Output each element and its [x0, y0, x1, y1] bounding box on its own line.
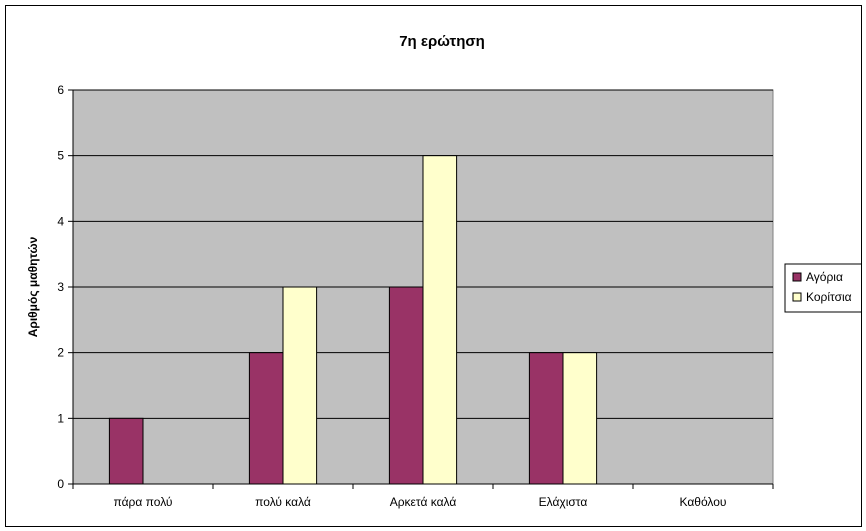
- x-tick-label: πάρα πολύ: [114, 495, 173, 509]
- bar-series2: [422, 155, 458, 485]
- y-axis-label: Αριθμός μαθητών: [26, 236, 40, 337]
- bars: [108, 155, 598, 485]
- bar-series1: [248, 352, 284, 485]
- chart-frame: 7η ερώτηση 0 1 2 3 4 5 6 πάρα πολύ πολύ καλά Αρκ…: [5, 5, 862, 527]
- bar-series1: [388, 286, 424, 485]
- y-tick-label: 0: [57, 477, 64, 491]
- x-tick-labels: πάρα πολύ πολύ καλά Αρκετά καλά Ελάχιστα Καθ…: [114, 495, 727, 509]
- bar-series1: [528, 352, 564, 485]
- axes: [68, 89, 774, 489]
- bar-series2: [282, 286, 318, 485]
- legend-swatch: [792, 272, 802, 282]
- legend: Αγόρια Κορίτσια: [784, 263, 861, 313]
- y-tick-label: 3: [57, 280, 64, 294]
- legend-label: Αγόρια: [806, 270, 843, 284]
- x-tick-label: πολύ καλά: [255, 495, 311, 509]
- y-tick-labels: 0 1 2 3 4 5 6: [57, 83, 64, 491]
- chart-title: 7η ερώτηση: [399, 33, 485, 50]
- x-tick-label: Αρκετά καλά: [390, 495, 457, 509]
- y-tick-label: 1: [57, 411, 64, 425]
- bar-series1: [108, 417, 144, 485]
- legend-swatch: [792, 292, 802, 302]
- bar-chart: 7η ερώτηση 0 1 2 3 4 5 6 πάρα πολύ πολύ καλά Αρκ…: [26, 33, 861, 509]
- y-tick-label: 2: [57, 346, 64, 360]
- y-tick-label: 6: [57, 83, 64, 97]
- legend-box: [784, 263, 861, 313]
- x-tick-label: Ελάχιστα: [539, 495, 588, 509]
- y-tick-label: 5: [57, 149, 64, 163]
- bar-series2: [562, 352, 598, 485]
- x-tick-label: Καθόλου: [680, 495, 727, 509]
- y-tick-label: 4: [57, 214, 64, 228]
- legend-label: Κορίτσια: [806, 290, 852, 304]
